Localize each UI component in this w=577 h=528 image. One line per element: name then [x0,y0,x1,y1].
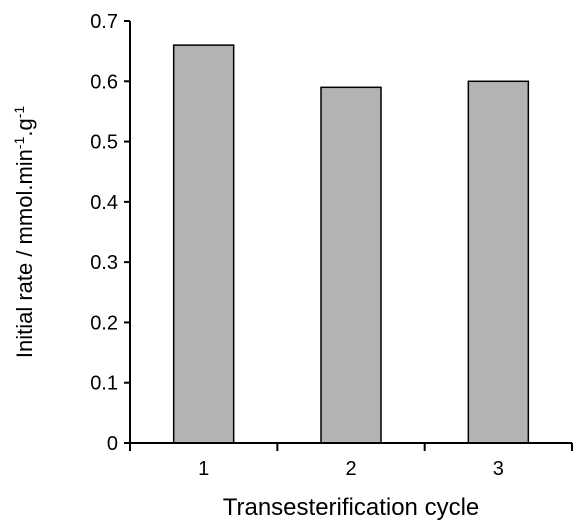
x-tick-label: 2 [345,458,356,480]
x-axis-title: Transesterification cycle [223,494,480,521]
x-tick-label: 1 [198,458,209,480]
x-ticks: 1 2 3 [129,443,573,480]
y-tick-label: 0.3 [90,252,118,274]
y-tick-label: 0.5 [90,132,118,154]
axes-layer [129,21,572,444]
y-axis-title: Initial rate / mmol.min-1.g-1 [11,106,37,359]
bars-layer [172,44,530,444]
y-tick-label: 0.6 [90,71,118,93]
y-tick-label: 0.7 [90,11,118,33]
y-tick-label: 0 [107,433,118,455]
y-axis-title-mid: .g [12,118,37,136]
y-axis-title-main: Initial rate / mmol.min [12,149,37,358]
y-tick-label: 0.2 [90,312,118,334]
y-ticks: 0 0.1 0.2 0.3 0.4 0.5 0.6 0.7 [90,11,130,455]
x-tick-label: 3 [493,458,504,480]
y-tick-label: 0.4 [90,192,118,214]
bar-cycle-1 [172,44,235,444]
y-axis-title-exp2: -1 [11,106,27,119]
y-axis-title-exp1: -1 [11,136,27,149]
y-tick-label: 0.1 [90,373,118,395]
bar-cycle-2 [320,86,382,444]
bar-cycle-3 [467,80,530,444]
